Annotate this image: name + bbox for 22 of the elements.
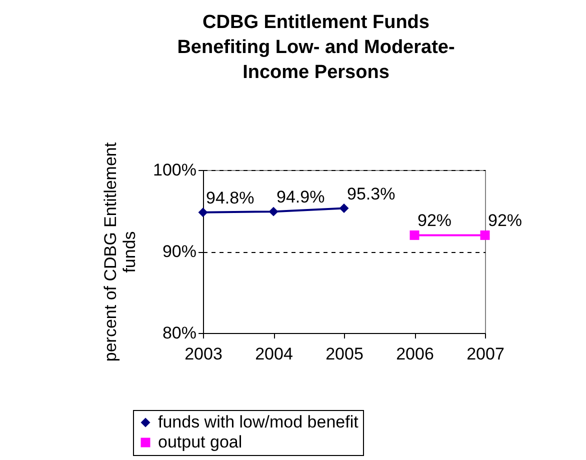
- x-tick-label: 2007: [466, 344, 504, 364]
- y-tick-label: 90%: [162, 242, 196, 261]
- x-tick-label: 2004: [255, 344, 293, 364]
- data-label: 92%: [488, 211, 522, 230]
- x-tick-label: 2005: [326, 344, 364, 364]
- legend-label: funds with low/mod benefit: [158, 412, 359, 432]
- point: [268, 206, 278, 216]
- data-label: 95.3%: [347, 184, 396, 204]
- y-tick-label: 80%: [162, 324, 196, 342]
- point: [410, 230, 420, 240]
- point: [480, 230, 490, 240]
- data-label: 92%: [418, 211, 452, 230]
- y-axis-title: percent of CDBG Entitlement funds: [101, 142, 140, 362]
- point: [339, 204, 349, 214]
- data-label: 94.8%: [206, 188, 254, 208]
- x-tick-label: 2003: [184, 344, 222, 364]
- point: [198, 208, 208, 218]
- data-label: 94.9%: [276, 188, 325, 207]
- legend-label: output goal: [158, 432, 242, 452]
- chart-title: CDBG Entitlement Funds Benefiting Low- and Moderate- Income Persons: [177, 12, 455, 83]
- y-tick-label: 100%: [153, 160, 196, 180]
- x-tick-label: 2006: [396, 344, 434, 364]
